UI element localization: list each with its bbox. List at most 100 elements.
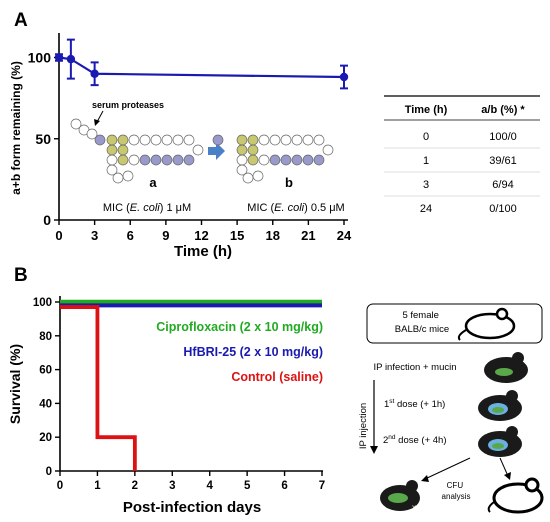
residue xyxy=(247,154,259,166)
stability-y-axis-title: a+b form remaining (%) xyxy=(9,61,23,195)
survival-y-tick-label: 100 xyxy=(33,297,52,309)
table-cell-time: 1 xyxy=(423,155,429,167)
outcome-arrowhead-left xyxy=(421,475,429,482)
table-cell-ratio: 100/0 xyxy=(489,131,517,143)
residue-circle xyxy=(94,134,106,146)
residue-circle xyxy=(172,154,184,166)
stability-chart: 0 50 100 0 3 6 9 12 15 18 21 24 Time (h) a+b form … xyxy=(9,33,352,260)
residue xyxy=(106,154,118,166)
stability-y-tick-label: 100 xyxy=(28,50,52,66)
residue-circle xyxy=(172,134,184,146)
table-cell-ratio: 39/61 xyxy=(489,155,517,167)
infection-label: IP infection + mucin xyxy=(374,362,457,373)
residue xyxy=(269,134,281,146)
residue-circle xyxy=(280,134,292,146)
dose1-mouse-icon xyxy=(478,390,522,421)
residue-circle xyxy=(106,154,118,166)
stability-x-tick-label: 24 xyxy=(337,228,352,243)
table-header-ratio: a/b (%) * xyxy=(481,104,525,116)
conversion-arrow xyxy=(208,142,225,160)
residue-circle xyxy=(161,134,173,146)
table-cell-ratio: 0/100 xyxy=(489,203,517,215)
residue xyxy=(280,154,292,166)
stability-x-tick-label: 15 xyxy=(230,228,244,243)
stability-point xyxy=(54,53,64,62)
residue xyxy=(122,170,134,182)
mouse-icon xyxy=(457,307,516,341)
residue xyxy=(86,128,98,140)
residue-circle xyxy=(236,134,248,146)
form-b-label: b xyxy=(285,175,293,190)
residue-circle xyxy=(302,154,314,166)
survival-x-axis-title: Post-infection days xyxy=(123,499,261,516)
residue-circle xyxy=(247,134,259,146)
stability-y-tick-label: 50 xyxy=(35,131,51,147)
residue-circle xyxy=(236,144,248,156)
residue xyxy=(117,154,129,166)
mic-a-label: MIC (E. coli) 1 μM xyxy=(103,202,191,214)
residue-circle xyxy=(280,154,292,166)
residue xyxy=(117,134,129,146)
residue xyxy=(247,134,259,146)
peptide-form-b xyxy=(212,134,334,184)
residue xyxy=(252,170,264,182)
residue xyxy=(291,154,303,166)
survival-y-tick-label: 80 xyxy=(39,331,52,343)
residue-circle xyxy=(122,170,134,182)
mice-box-label: 5 female BALB/c mice xyxy=(395,310,449,335)
survival-y-axis-title: Survival (%) xyxy=(7,344,23,424)
residue xyxy=(236,134,248,146)
stability-x-tick-label: 0 xyxy=(55,228,62,243)
stability-x-tick-label: 3 xyxy=(91,228,98,243)
protease-arrowhead xyxy=(94,119,100,126)
table-cell-ratio: 6/94 xyxy=(492,179,513,191)
residue-circle xyxy=(236,154,248,166)
residue xyxy=(236,154,248,166)
residue xyxy=(236,164,248,176)
dead-mouse-icon: x xyxy=(380,480,420,512)
dose1-label: 1st dose (+ 1h) xyxy=(384,398,445,410)
residue xyxy=(302,134,314,146)
residue-circle xyxy=(128,134,140,146)
infected-mouse-icon xyxy=(484,352,528,383)
residue xyxy=(106,134,118,146)
residue-circle xyxy=(150,134,162,146)
residue-circle xyxy=(161,154,173,166)
residue-circle xyxy=(313,154,325,166)
outcome-arrowhead-right xyxy=(504,472,511,480)
residue-circle xyxy=(70,118,82,130)
residue xyxy=(302,154,314,166)
residue-circle xyxy=(269,154,281,166)
residue-circle xyxy=(258,154,270,166)
residue xyxy=(112,172,124,184)
dose2-label: 2nd dose (+ 4h) xyxy=(383,434,447,446)
legend-ciprofloxacin: Ciprofloxacin (2 x 10 mg/kg) xyxy=(156,320,323,334)
stability-x-tick-label: 9 xyxy=(162,228,169,243)
residue-circle xyxy=(183,154,195,166)
residue xyxy=(258,134,270,146)
peptide-form-a xyxy=(70,118,204,184)
residue-circle xyxy=(139,134,151,146)
cfu-mouse-icon xyxy=(487,477,544,514)
table-cell-time: 0 xyxy=(423,131,429,143)
residue-circle xyxy=(269,134,281,146)
residue xyxy=(94,134,106,146)
residue xyxy=(280,134,292,146)
residue-circle xyxy=(117,154,129,166)
residue-circle xyxy=(183,134,195,146)
svg-text:x: x xyxy=(412,503,416,512)
residue xyxy=(322,144,334,156)
residue-circle xyxy=(86,128,98,140)
serum-proteases-label: serum proteases xyxy=(92,100,164,110)
survival-x-tick-label: 7 xyxy=(319,480,325,492)
residue-circle xyxy=(247,144,259,156)
mice-box xyxy=(366,303,543,344)
residue xyxy=(106,144,118,156)
residue xyxy=(183,134,195,146)
residue xyxy=(247,144,259,156)
protease-arrow xyxy=(96,110,104,123)
legend-hfbri25: HfBRI-25 (2 x 10 mg/kg) xyxy=(183,345,323,359)
survival-x-tick-label: 3 xyxy=(169,480,175,492)
residue xyxy=(172,134,184,146)
residue-circle xyxy=(212,134,224,146)
